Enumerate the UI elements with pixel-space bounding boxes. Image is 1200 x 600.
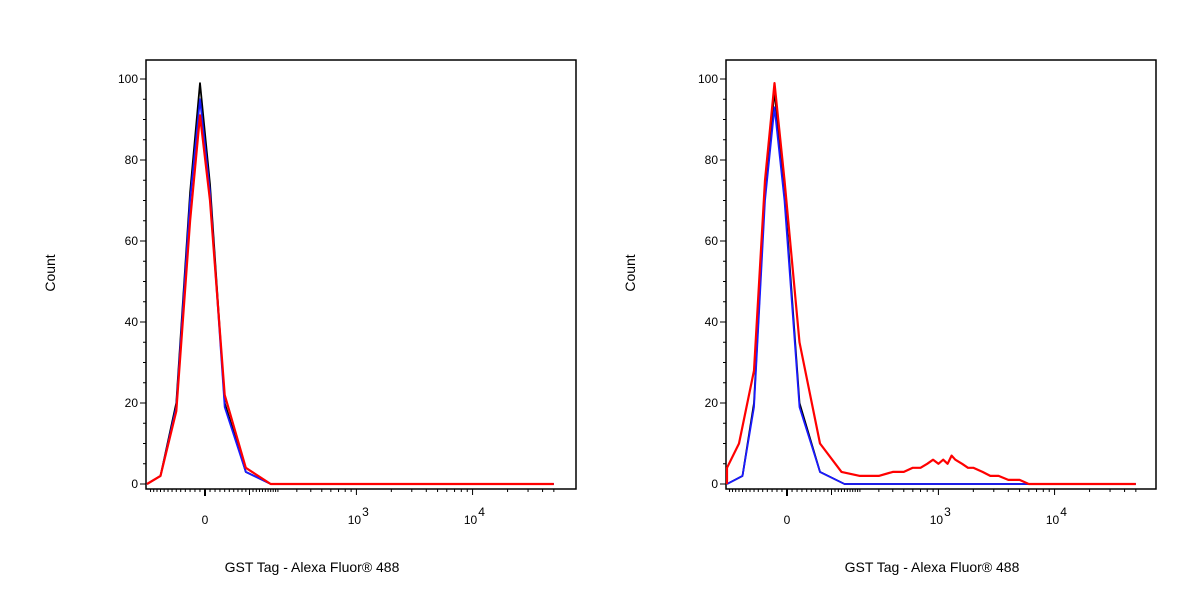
y-tick-label: 60 <box>125 234 139 248</box>
series-line <box>146 114 554 486</box>
y-axis-title: Count <box>42 254 58 291</box>
y-tick-label: 100 <box>118 72 138 86</box>
y-tick-label: 100 <box>698 72 718 86</box>
y-axis-ticks: 0 20 40 60 80 100 <box>698 72 726 491</box>
y-tick-label: 20 <box>125 396 139 410</box>
series-line <box>725 81 1136 486</box>
x-tick-label-exponent: 4 <box>478 505 485 519</box>
series-line <box>146 82 554 485</box>
y-tick-label: 80 <box>705 153 719 167</box>
y-tick-label: 0 <box>131 477 138 491</box>
y-tick-label: 40 <box>705 315 719 329</box>
x-tick-label-exponent: 3 <box>362 505 369 519</box>
y-tick-label: 20 <box>705 396 719 410</box>
x-axis-title: GST Tag - Alexa Fluor® 488 <box>845 559 1020 575</box>
series-line <box>726 106 1136 485</box>
y-tick-label: 40 <box>125 315 139 329</box>
plot-frame <box>145 59 577 490</box>
x-tick-label: 0 <box>202 513 209 527</box>
x-tick-label: 10 <box>464 513 478 527</box>
x-tick-label: 10 <box>1046 513 1060 527</box>
x-tick-label-exponent: 4 <box>1060 505 1067 519</box>
plot-lines <box>725 81 1136 486</box>
x-tick-label: 10 <box>930 513 944 527</box>
plot-lines <box>146 82 554 486</box>
y-axis-ticks: 0 20 40 60 80 100 <box>118 72 146 491</box>
y-tick-label: 60 <box>705 234 719 248</box>
x-tick-label: 10 <box>348 513 362 527</box>
y-tick-label: 0 <box>711 477 718 491</box>
plot-frame <box>725 59 1157 490</box>
y-axis-title: Count <box>622 254 638 291</box>
series-line <box>726 90 1136 485</box>
x-tick-label: 0 <box>784 513 791 527</box>
x-axis-title: GST Tag - Alexa Fluor® 488 <box>225 559 400 575</box>
y-tick-label: 80 <box>125 153 139 167</box>
x-tick-label-exponent: 3 <box>944 505 951 519</box>
